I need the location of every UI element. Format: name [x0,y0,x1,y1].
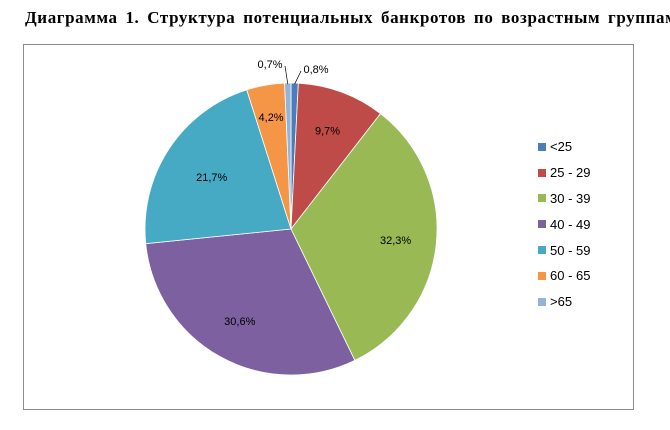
legend-swatch-40-49 [538,220,546,229]
chart-legend: <25 25 - 29 30 - 39 40 - 49 50 - 59 60 - 65 >6… [538,134,590,315]
legend-swatch-under-25 [538,142,546,151]
legend-label-over-65: >65 [550,294,573,310]
legend-swatch-25-29 [538,168,546,177]
data-label-25-29: 9,7% [315,125,340,137]
legend-swatch-60-65 [538,271,546,280]
data-label-over-65: 0,7% [257,59,282,71]
legend-swatch-30-39 [538,194,546,203]
pie-slice-40-49 [145,228,356,376]
data-label-50-59: 21,7% [196,172,227,184]
legend-label-50-59: 50 - 59 [550,242,591,258]
pie-slice-50-59 [144,89,292,245]
legend-item-40-49: 40 - 49 [538,211,590,237]
data-label-under-25: 0,8% [303,64,328,76]
legend-swatch-50-59 [538,246,546,255]
legend-item-60-65: 60 - 65 [538,263,590,289]
leader-line-under-25 [294,70,302,85]
legend-label-25-29: 25 - 29 [550,165,591,181]
data-label-40-49: 30,6% [224,316,255,328]
legend-item-50-59: 50 - 59 [538,237,590,263]
pie-slice-30-39 [290,113,438,361]
legend-item-25-29: 25 - 29 [538,160,590,186]
legend-item-over-65: >65 [538,289,590,315]
data-label-60-65: 4,2% [259,112,284,124]
pie-slice-25-29 [290,82,382,231]
chart-title: Диаграмма 1. Структура потенциальных бан… [25,8,670,27]
data-label-30-39: 32,3% [380,235,411,247]
legend-label-30-39: 30 - 39 [550,190,591,206]
legend-item-30-39: 30 - 39 [538,186,590,212]
legend-label-60-65: 60 - 65 [550,268,591,284]
legend-label-40-49: 40 - 49 [550,216,591,232]
legend-item-under-25: <25 [538,134,590,160]
legend-swatch-over-65 [538,297,546,306]
leader-line-over-65 [284,65,289,85]
legend-label-under-25: <25 [550,139,573,155]
